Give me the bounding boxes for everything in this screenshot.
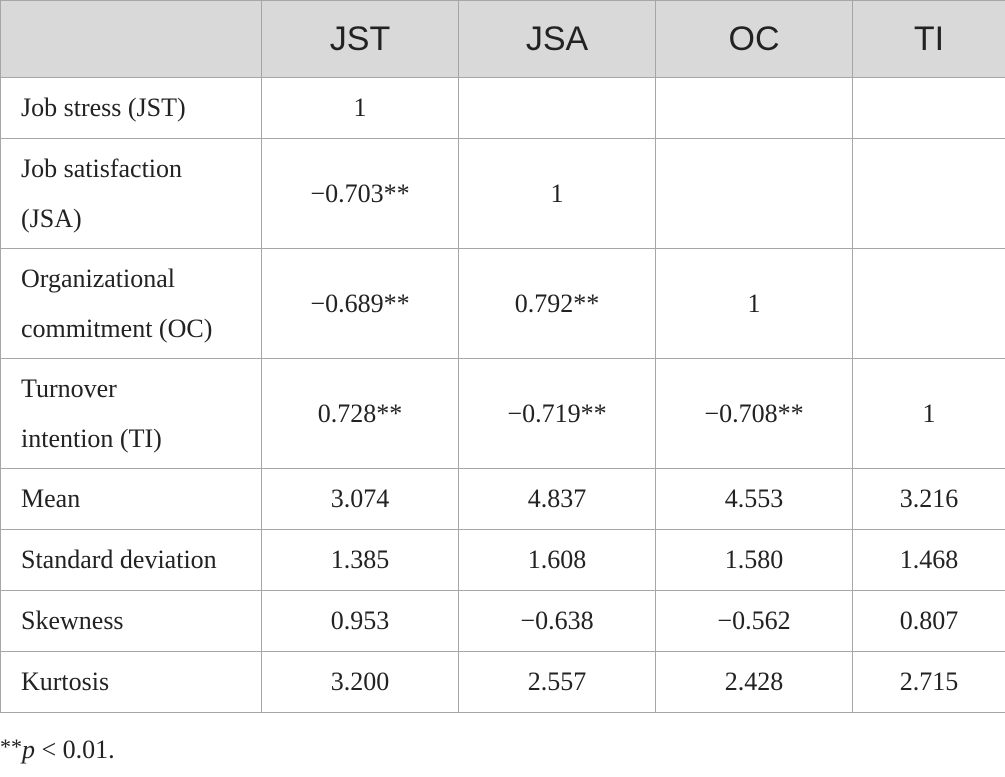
cell: 4.837 [458, 468, 656, 530]
cell: 1 [852, 358, 1005, 469]
table-row: Standard deviation 1.385 1.608 1.580 1.468 [0, 529, 1005, 591]
cell: 1.580 [655, 529, 853, 591]
table-row: Turnover intention (TI) 0.728** −0.719** −0.… [0, 358, 1005, 469]
row-label-line: Skewness [21, 606, 124, 635]
row-label: Skewness [0, 590, 262, 652]
row-label: Job stress (JST) [0, 77, 262, 139]
row-label: Job satisfaction (JSA) [0, 138, 262, 249]
table-row: Mean 3.074 4.837 4.553 3.216 [0, 468, 1005, 530]
row-label-line: Kurtosis [21, 667, 110, 696]
row-label-line: Mean [21, 484, 81, 513]
cell: 0.807 [852, 590, 1005, 652]
row-label-line: commitment (OC) [21, 313, 213, 343]
row-label-line: Turnover [21, 373, 117, 403]
empty-cell [655, 138, 853, 249]
column-header: JST [261, 0, 459, 78]
cell: 1.385 [261, 529, 459, 591]
footnote-condition: < 0.01. [41, 735, 115, 764]
row-label: Kurtosis [0, 651, 262, 713]
cell: 0.953 [261, 590, 459, 652]
table-row: Job satisfaction (JSA) −0.703** 1 [0, 138, 1005, 249]
cell: −0.719** [458, 358, 656, 469]
cell: 2.428 [655, 651, 853, 713]
cell: 1 [261, 77, 459, 139]
cell: −0.689** [261, 248, 459, 359]
table-row: Skewness 0.953 −0.638 −0.562 0.807 [0, 590, 1005, 652]
row-label: Mean [0, 468, 262, 530]
cell: −0.638 [458, 590, 656, 652]
cell: 3.200 [261, 651, 459, 713]
row-label-line: Job satisfaction [21, 153, 183, 183]
cell: 1 [655, 248, 853, 359]
row-label-line: Organizational [21, 263, 176, 293]
cell: 3.074 [261, 468, 459, 530]
row-label-line: Standard deviation [21, 545, 217, 574]
column-header: JSA [458, 0, 656, 78]
cell: 1.468 [852, 529, 1005, 591]
table-row: Job stress (JST) 1 [0, 77, 1005, 139]
cell: 1.608 [458, 529, 656, 591]
row-label: Turnover intention (TI) [0, 358, 262, 469]
row-label-line: Job stress (JST) [21, 93, 186, 122]
empty-cell [458, 77, 656, 139]
row-label: Standard deviation [0, 529, 262, 591]
column-header: TI [852, 0, 1005, 78]
cell: 4.553 [655, 468, 853, 530]
corner-cell [0, 0, 262, 78]
cell: 3.216 [852, 468, 1005, 530]
empty-cell [852, 248, 1005, 359]
footnote-variable: p [22, 735, 35, 764]
row-label-line: intention (TI) [21, 423, 162, 453]
footnote: **p < 0.01. [0, 734, 115, 765]
cell: −0.562 [655, 590, 853, 652]
cell: 2.715 [852, 651, 1005, 713]
table-body: Job stress (JST) 1 Job satisfaction (JSA) −0… [0, 77, 1005, 713]
cell: 1 [458, 138, 656, 249]
column-header: OC [655, 0, 853, 78]
empty-cell [852, 138, 1005, 249]
empty-cell [852, 77, 1005, 139]
empty-cell [655, 77, 853, 139]
cell: 2.557 [458, 651, 656, 713]
table-row: Organizational commitment (OC) −0.689** 0.7… [0, 248, 1005, 359]
row-label-line: (JSA) [21, 203, 82, 233]
cell: −0.708** [655, 358, 853, 469]
cell: 0.728** [261, 358, 459, 469]
header-row: JST JSA OC TI [0, 0, 1005, 78]
cell: −0.703** [261, 138, 459, 249]
footnote-marker: ** [0, 734, 22, 759]
table-row: Kurtosis 3.200 2.557 2.428 2.715 [0, 651, 1005, 713]
cell: 0.792** [458, 248, 656, 359]
row-label: Organizational commitment (OC) [0, 248, 262, 359]
data-table: JST JSA OC TI Job stress (JST) 1 Job satisfac… [0, 0, 1005, 713]
